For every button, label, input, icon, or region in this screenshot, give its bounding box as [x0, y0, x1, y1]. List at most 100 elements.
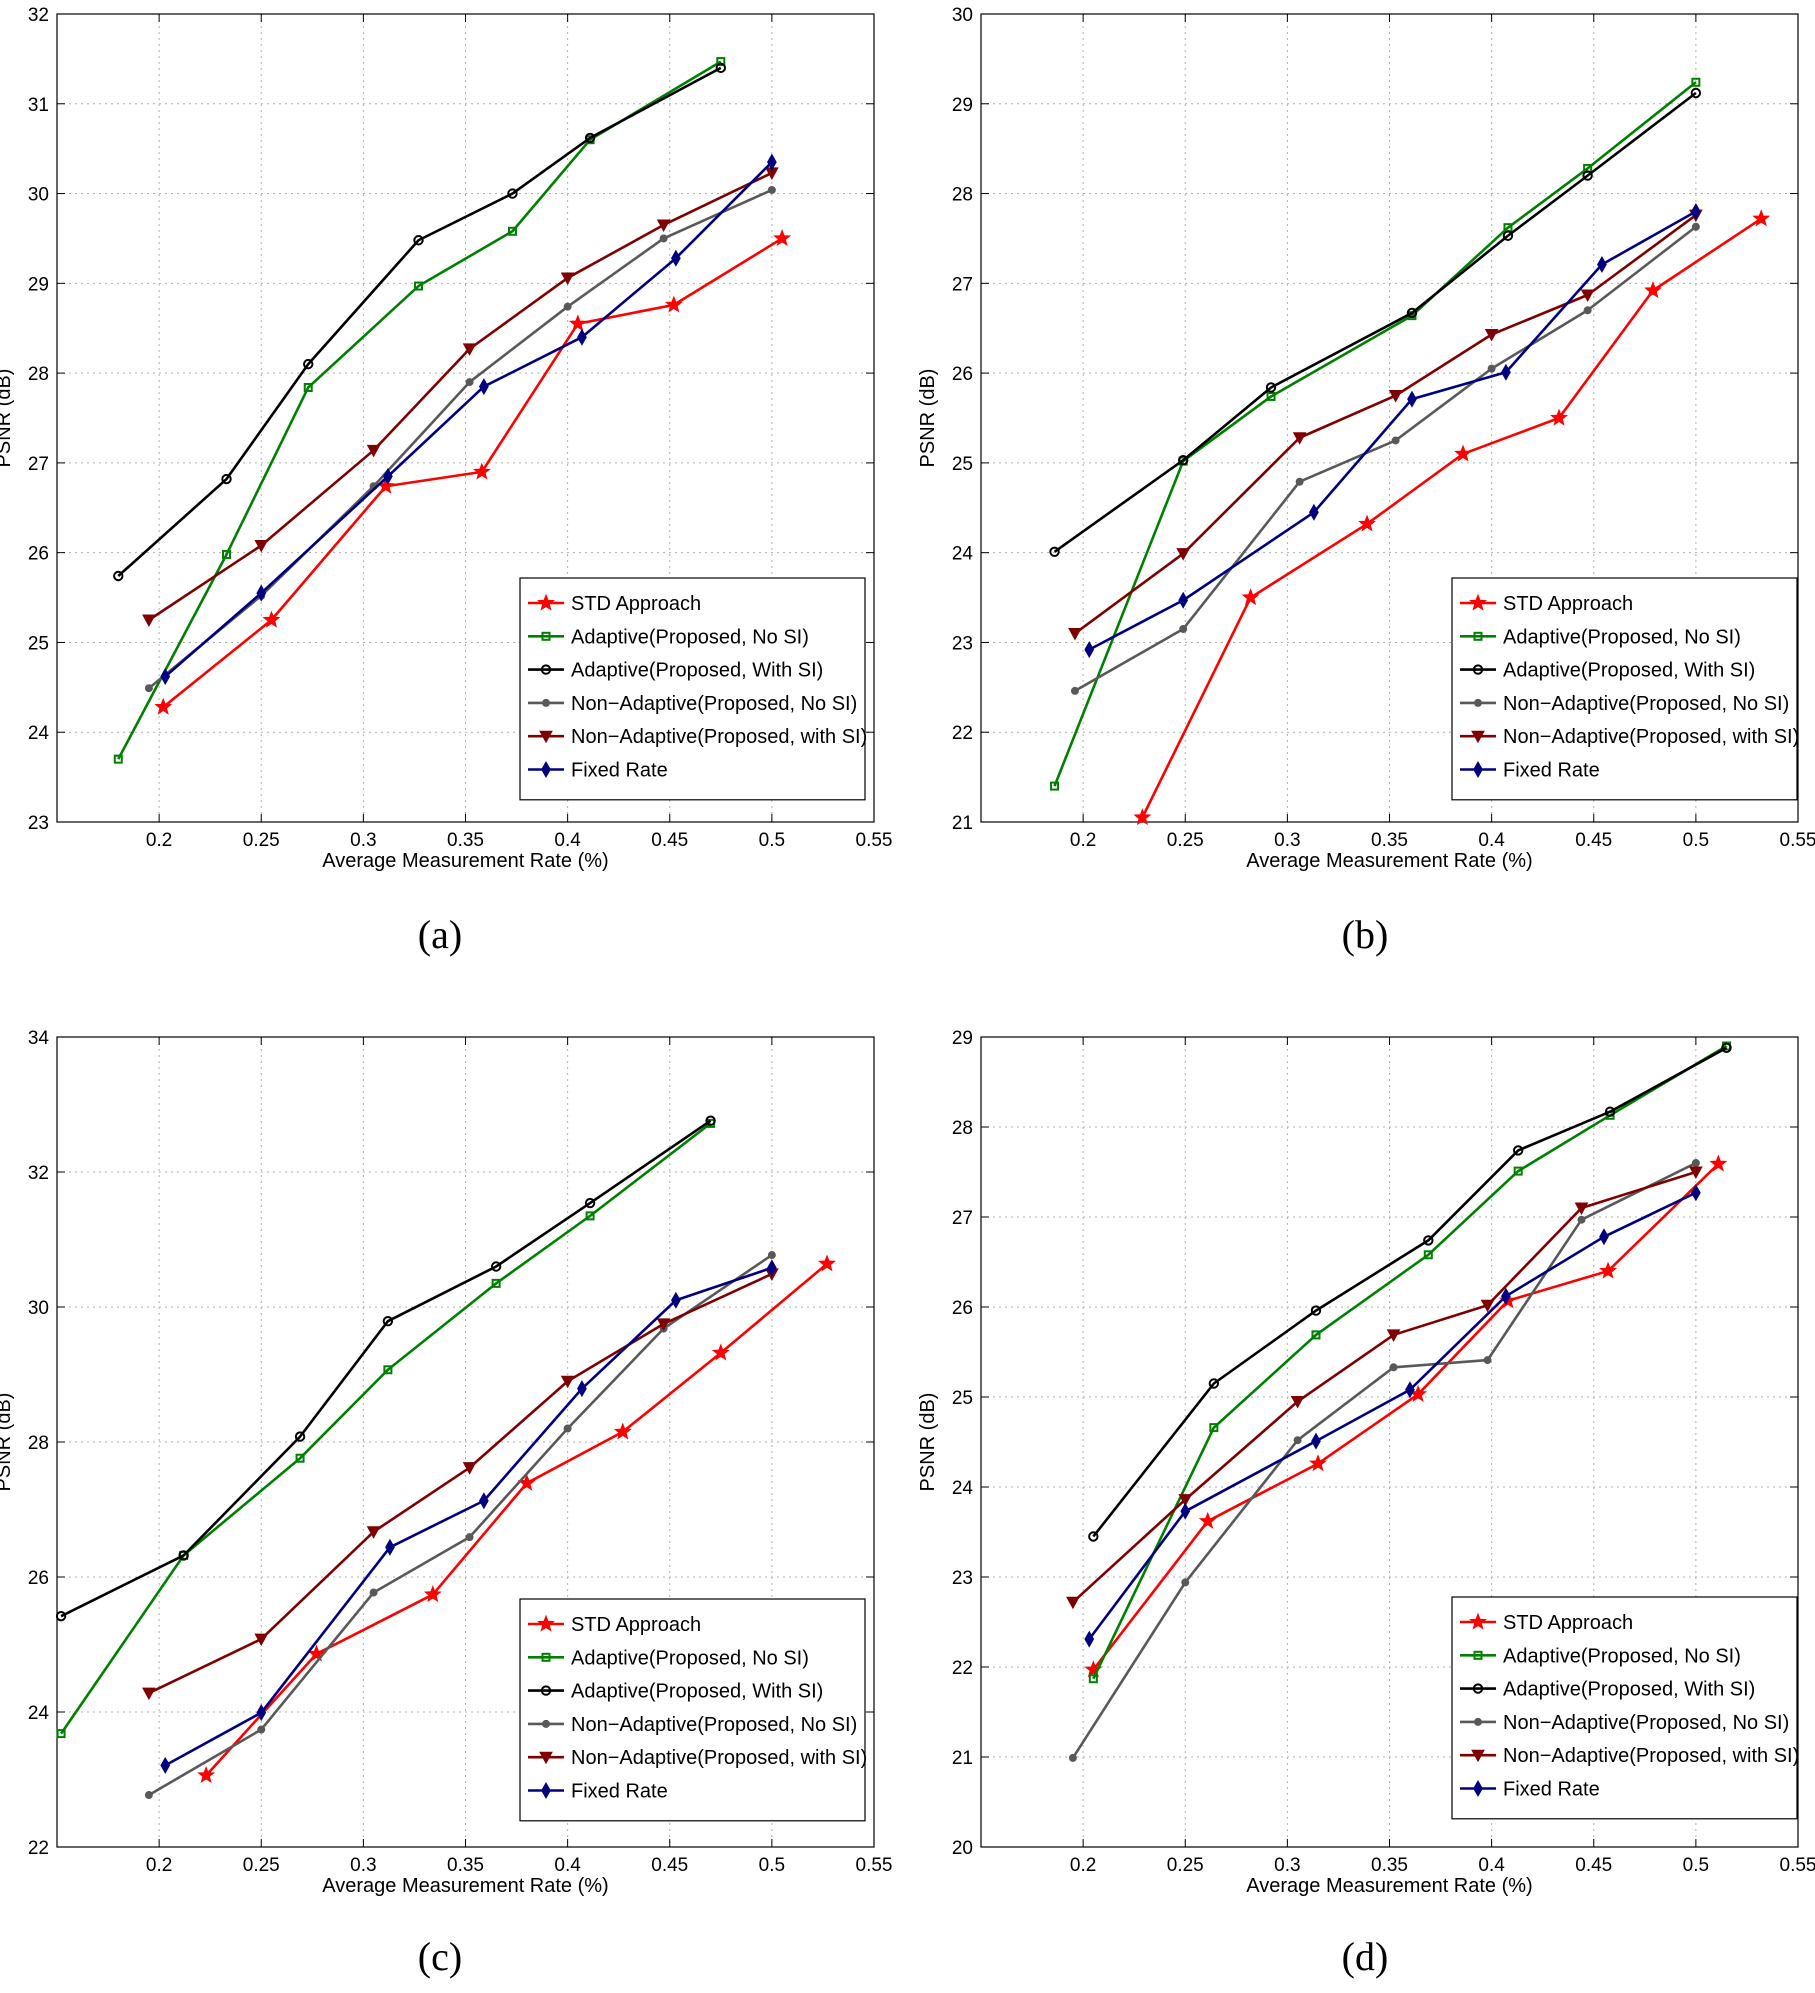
data-point-std: [1752, 209, 1771, 227]
legend-entry-fixed: Fixed Rate: [528, 760, 668, 782]
data-point-fixed: [1597, 255, 1607, 273]
data-point-asi: [1310, 1305, 1322, 1316]
y-axis-label: PSNR (dB): [917, 369, 939, 468]
data-point-nsi: [1066, 1596, 1080, 1610]
data-point-std: [1644, 281, 1662, 299]
legend-label: Adaptive(Proposed, No SI): [571, 626, 809, 648]
y-tick-label: 27: [952, 274, 973, 295]
legend-label: Adaptive(Proposed, With SI): [1503, 660, 1755, 682]
y-tick-label: 29: [952, 1028, 973, 1049]
y-tick-label: 28: [952, 185, 973, 206]
data-point-asi: [1423, 1235, 1434, 1246]
data-point-fixed: [671, 1291, 681, 1309]
x-tick-label: 0.4: [554, 830, 581, 851]
series-asi: [113, 62, 727, 582]
data-point-nnosi: [1293, 1436, 1302, 1445]
data-point-anosi: [303, 382, 313, 392]
data-point-nnosi: [563, 1424, 572, 1433]
data-point-anosi: [1311, 1330, 1321, 1340]
x-tick-label: 0.3: [350, 1855, 376, 1876]
x-tick-label: 0.5: [1683, 830, 1709, 851]
y-tick-label: 26: [28, 544, 49, 565]
data-point-std: [1550, 408, 1568, 426]
data-point-std: [1599, 1261, 1617, 1279]
legend-entry-asi: Adaptive(Proposed, With SI): [528, 660, 823, 682]
x-tick-label: 0.5: [1683, 1855, 1709, 1876]
legend-box: [1451, 577, 1798, 801]
x-tick-label: 0.5: [759, 1855, 785, 1876]
data-point-nnosi: [144, 1791, 153, 1800]
data-point-asi: [1049, 546, 1060, 557]
data-point-fixed: [767, 1259, 777, 1277]
data-point-asi: [507, 188, 518, 199]
legend-box: [519, 577, 866, 801]
x-tick-label: 0.25: [1167, 1855, 1204, 1876]
series-std: [197, 1254, 836, 1784]
chart-panel-d: 0.2 0.25 0.3 0.35 0.4 0.45 0.5 0.55 20 21 22 23 24 25…: [917, 1028, 1815, 1979]
legend-label: Adaptive(Proposed, No SI): [1503, 626, 1741, 648]
series-anosi: [113, 57, 726, 764]
data-point-asi: [705, 1115, 716, 1126]
legend-marker: [541, 760, 551, 779]
data-point-std: [613, 1422, 632, 1440]
legend-label: STD Approach: [1503, 593, 1633, 615]
series-asi: [1049, 87, 1702, 557]
legend-entry-fixed: Fixed Rate: [1460, 1779, 1600, 1801]
legend: STD Approach Adaptive(Proposed, No SI) Ada…: [1451, 1596, 1799, 1820]
legend-entry-nnosi: Non−Adaptive(Proposed, No SI): [528, 693, 857, 715]
legend-label: Fixed Rate: [571, 1781, 668, 1803]
x-tick-label: 0.55: [856, 830, 893, 851]
data-point-asi: [1604, 1106, 1616, 1117]
legend-label: Non−Adaptive(Proposed, No SI): [1503, 1712, 1789, 1734]
data-point-fixed: [1501, 363, 1511, 381]
data-point-std: [1309, 1454, 1327, 1472]
x-tick-label: 0.4: [1478, 830, 1505, 851]
y-tick-label: 23: [952, 633, 973, 654]
legend-label: Non−Adaptive(Proposed, No SI): [1503, 693, 1789, 715]
data-point-fixed: [256, 1704, 267, 1722]
series-fixed: [160, 153, 777, 686]
data-point-anosi: [716, 57, 726, 67]
data-point-nsi: [1484, 329, 1499, 342]
legend-label: STD Approach: [1503, 1612, 1633, 1634]
data-point-anosi: [1266, 391, 1276, 401]
legend-marker: [542, 1719, 550, 1728]
data-point-asi: [1721, 1042, 1732, 1054]
legend-marker: [540, 1685, 552, 1696]
data-point-nnosi: [369, 1588, 378, 1597]
x-tick-label: 0.4: [1478, 1855, 1505, 1876]
panel-label: (b): [1342, 912, 1389, 957]
x-tick-label: 0.35: [447, 1855, 484, 1876]
data-point-fixed: [1691, 1184, 1701, 1202]
legend-label: Non−Adaptive(Proposed, with SI): [571, 726, 867, 748]
data-point-asi: [221, 473, 232, 485]
data-point-anosi: [295, 1453, 305, 1463]
panel-label: (d): [1342, 1934, 1389, 1979]
data-point-nnosi: [563, 302, 572, 311]
data-point-fixed: [577, 1380, 587, 1398]
data-point-anosi: [1513, 1166, 1523, 1176]
y-tick-label: 30: [28, 185, 49, 206]
data-point-nsi: [656, 1318, 671, 1331]
data-point-nnosi: [1483, 1356, 1492, 1365]
y-tick-label: 24: [28, 1703, 50, 1724]
x-axis-label: Average Measurement Rate (%): [322, 850, 608, 872]
x-tick-label: 0.45: [1575, 1855, 1612, 1876]
data-point-nsi: [1388, 390, 1403, 403]
data-point-std: [568, 314, 587, 332]
legend-marker: [1473, 760, 1483, 779]
legend-marker: [1473, 1779, 1483, 1798]
legend-marker: [1469, 1612, 1487, 1630]
y-tick-label: 24: [952, 544, 974, 565]
series-fixed: [1084, 1184, 1701, 1648]
legend-marker: [542, 698, 550, 707]
data-point-std: [818, 1254, 836, 1272]
data-point-asi: [1502, 230, 1514, 241]
y-tick-label: 32: [28, 5, 49, 26]
legend-entry-anosi: Adaptive(Proposed, No SI): [1460, 1645, 1741, 1667]
data-point-asi: [113, 570, 124, 582]
y-tick-label: 27: [28, 454, 49, 475]
data-point-nnosi: [659, 234, 668, 243]
legend-entry-anosi: Adaptive(Proposed, No SI): [528, 626, 809, 648]
data-point-nsi: [656, 219, 671, 233]
